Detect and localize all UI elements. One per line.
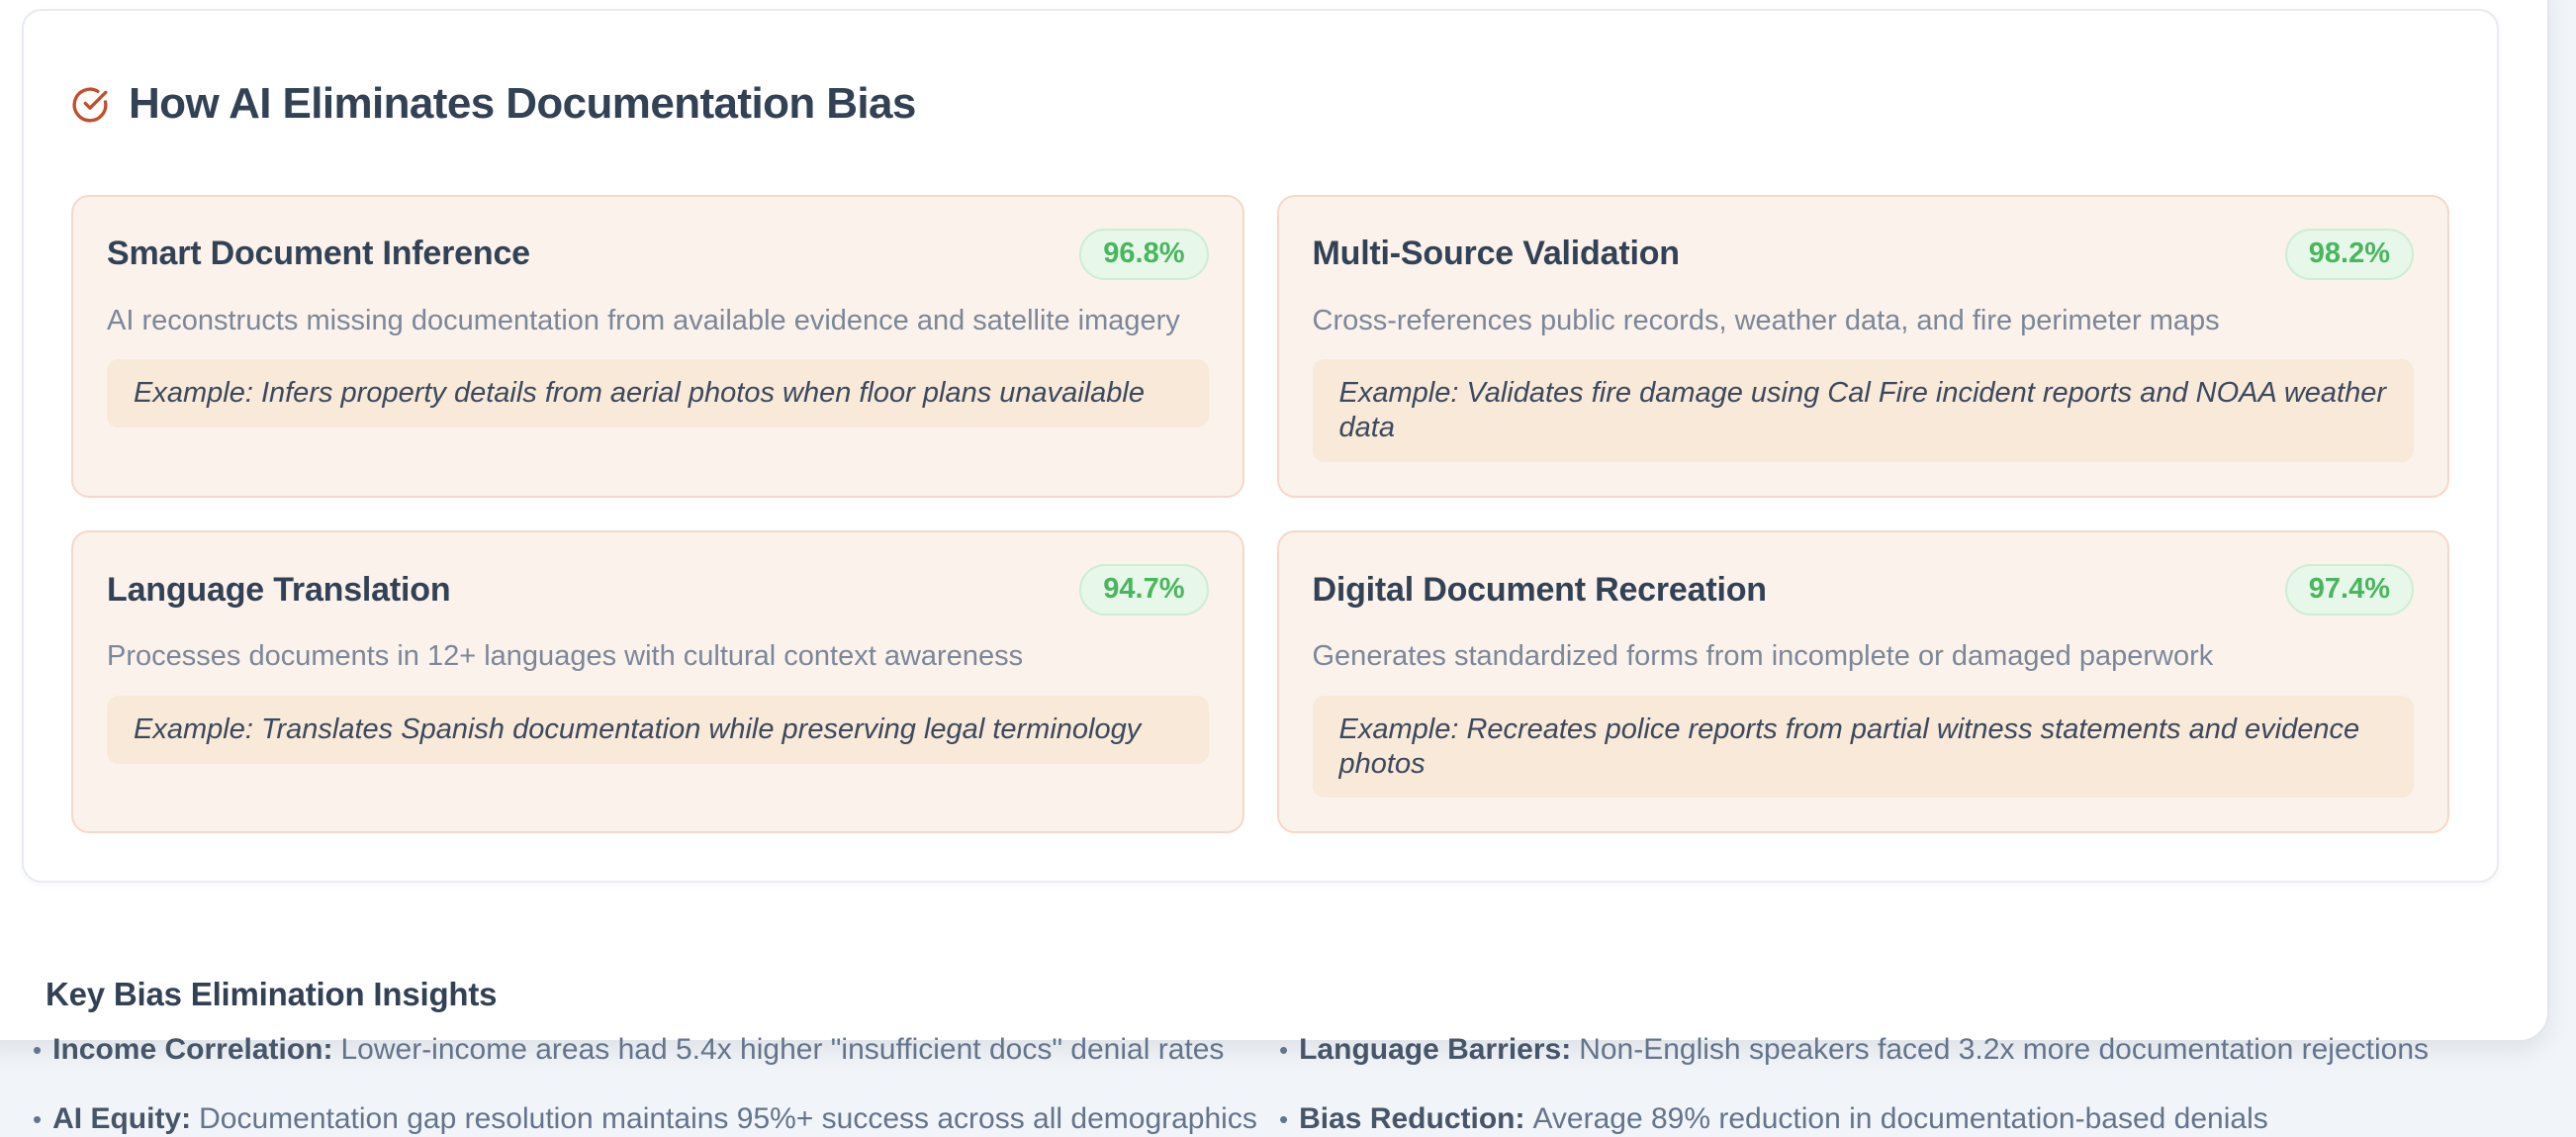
card-title: Digital Document Recreation xyxy=(1312,570,1768,609)
card-example-box: Example: Infers property details from ae… xyxy=(107,359,1209,428)
card-header: Multi-Source Validation 98.2% xyxy=(1312,228,2414,280)
card-title: Multi-Source Validation xyxy=(1312,235,1681,273)
capability-card-smart-document-inference: Smart Document Inference 96.8% AI recons… xyxy=(71,194,1244,498)
accuracy-badge: 98.2% xyxy=(2284,228,2414,280)
card-description: Generates standardized forms from incomp… xyxy=(1312,639,2214,672)
insight-label: Bias Reduction: xyxy=(1299,1102,1525,1136)
card-example-box: Example: Translates Spanish documentatio… xyxy=(107,695,1209,764)
card-description: Cross-references public records, weather… xyxy=(1312,304,2220,336)
insight-label: Income Correlation: xyxy=(52,1033,333,1067)
insight-label: AI Equity: xyxy=(52,1102,192,1136)
insight-bias-reduction: Bias Reduction:Average 89% reduction in … xyxy=(1279,1101,2506,1137)
card-header: Language Translation 94.7% xyxy=(107,563,1209,616)
insights-title: Key Bias Elimination Insights xyxy=(46,976,498,1013)
accuracy-badge: 97.4% xyxy=(2284,563,2414,616)
page-background-bottom xyxy=(0,1042,2576,1065)
insight-text: Documentation gap resolution maintains 9… xyxy=(199,1102,1257,1136)
card-description: Processes documents in 12+ languages wit… xyxy=(107,639,1024,672)
capability-cards-grid: Smart Document Inference 96.8% AI recons… xyxy=(71,194,2449,834)
capability-card-language-translation: Language Translation 94.7% Processes doc… xyxy=(71,529,1244,834)
panel-header: How AI Eliminates Documentation Bias xyxy=(71,50,2449,159)
insight-text: Lower-income areas had 5.4x higher "insu… xyxy=(340,1033,1225,1067)
card-example-box: Example: Recreates police reports from p… xyxy=(1312,695,2414,799)
page-background-right xyxy=(2549,0,2576,1065)
capability-card-digital-document-recreation: Digital Document Recreation 97.4% Genera… xyxy=(1276,529,2449,834)
card-description: AI reconstructs missing documentation fr… xyxy=(107,304,1180,336)
accuracy-badge: 94.7% xyxy=(1079,563,1209,616)
card-title: Language Translation xyxy=(107,570,451,609)
panel-title: How AI Eliminates Documentation Bias xyxy=(129,79,916,129)
card-header: Smart Document Inference 96.8% xyxy=(107,228,1209,280)
accuracy-badge: 96.8% xyxy=(1079,228,1209,280)
insight-text: Non-English speakers faced 3.2x more doc… xyxy=(1579,1033,2429,1067)
card-title: Smart Document Inference xyxy=(107,235,530,273)
card-example-box: Example: Validates fire damage using Cal… xyxy=(1312,359,2414,462)
check-circle-icon xyxy=(71,86,109,124)
insight-ai-equity: AI Equity:Documentation gap resolution m… xyxy=(33,1101,1279,1137)
insight-language-barriers: Language Barriers:Non-English speakers f… xyxy=(1279,1032,2506,1068)
insight-income-correlation: Income Correlation:Lower-income areas ha… xyxy=(33,1032,1279,1068)
insight-text: Average 89% reduction in documentation-b… xyxy=(1532,1102,2268,1136)
insight-label: Language Barriers: xyxy=(1299,1033,1572,1067)
documentation-bias-panel: How AI Eliminates Documentation Bias Sma… xyxy=(22,9,2499,884)
card-header: Digital Document Recreation 97.4% xyxy=(1312,563,2414,616)
capability-card-multi-source-validation: Multi-Source Validation 98.2% Cross-refe… xyxy=(1276,194,2449,498)
